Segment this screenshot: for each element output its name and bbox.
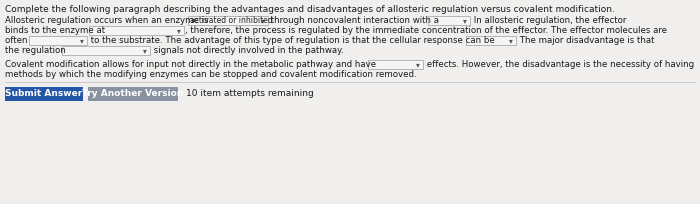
Text: ▾: ▾ xyxy=(143,46,147,55)
Text: ▾: ▾ xyxy=(261,16,265,25)
Text: In allosteric regulation, the effector: In allosteric regulation, the effector xyxy=(471,16,626,25)
Text: signals not directly involved in the pathway.: signals not directly involved in the pat… xyxy=(151,46,344,55)
FancyBboxPatch shape xyxy=(5,87,83,101)
FancyBboxPatch shape xyxy=(62,46,150,55)
Text: Submit Answer: Submit Answer xyxy=(6,90,83,99)
Text: often: often xyxy=(5,36,30,45)
Text: Try Another Version: Try Another Version xyxy=(83,90,183,99)
Text: the regulation: the regulation xyxy=(5,46,69,55)
Text: , therefore, the process is regulated by the immediate concentration of the effe: , therefore, the process is regulated by… xyxy=(185,26,667,35)
Text: Allosteric regulation occurs when an enzyme is: Allosteric regulation occurs when an enz… xyxy=(5,16,211,25)
Text: 10 item attempts remaining: 10 item attempts remaining xyxy=(186,90,314,99)
FancyBboxPatch shape xyxy=(368,60,423,69)
Text: binds to the enzyme at: binds to the enzyme at xyxy=(5,26,108,35)
FancyBboxPatch shape xyxy=(89,26,184,35)
Text: The major disadvantage is that: The major disadvantage is that xyxy=(517,36,654,45)
Text: ▾: ▾ xyxy=(177,26,181,35)
Text: ▾: ▾ xyxy=(463,16,467,25)
Text: activated or inhibited: activated or inhibited xyxy=(190,16,273,25)
Text: methods by which the modifying enzymes can be stopped and covalent modification : methods by which the modifying enzymes c… xyxy=(5,70,416,79)
FancyBboxPatch shape xyxy=(466,36,516,45)
Text: to the substrate. The advantage of this type of regulation is that the cellular : to the substrate. The advantage of this … xyxy=(88,36,498,45)
Text: ▾: ▾ xyxy=(509,36,513,45)
FancyBboxPatch shape xyxy=(428,16,470,25)
Text: effects. However, the disadvantage is the necessity of having: effects. However, the disadvantage is th… xyxy=(424,60,694,69)
Text: ▾: ▾ xyxy=(80,36,84,45)
FancyBboxPatch shape xyxy=(29,36,87,45)
Text: ▾: ▾ xyxy=(416,60,420,69)
FancyBboxPatch shape xyxy=(188,16,268,25)
Text: through noncovalent interaction with a: through noncovalent interaction with a xyxy=(268,16,442,25)
Text: Complete the following paragraph describing the advantages and disadvantages of : Complete the following paragraph describ… xyxy=(5,5,615,14)
Text: Covalent modification allows for input not directly in the metabolic pathway and: Covalent modification allows for input n… xyxy=(5,60,379,69)
FancyBboxPatch shape xyxy=(88,87,178,101)
